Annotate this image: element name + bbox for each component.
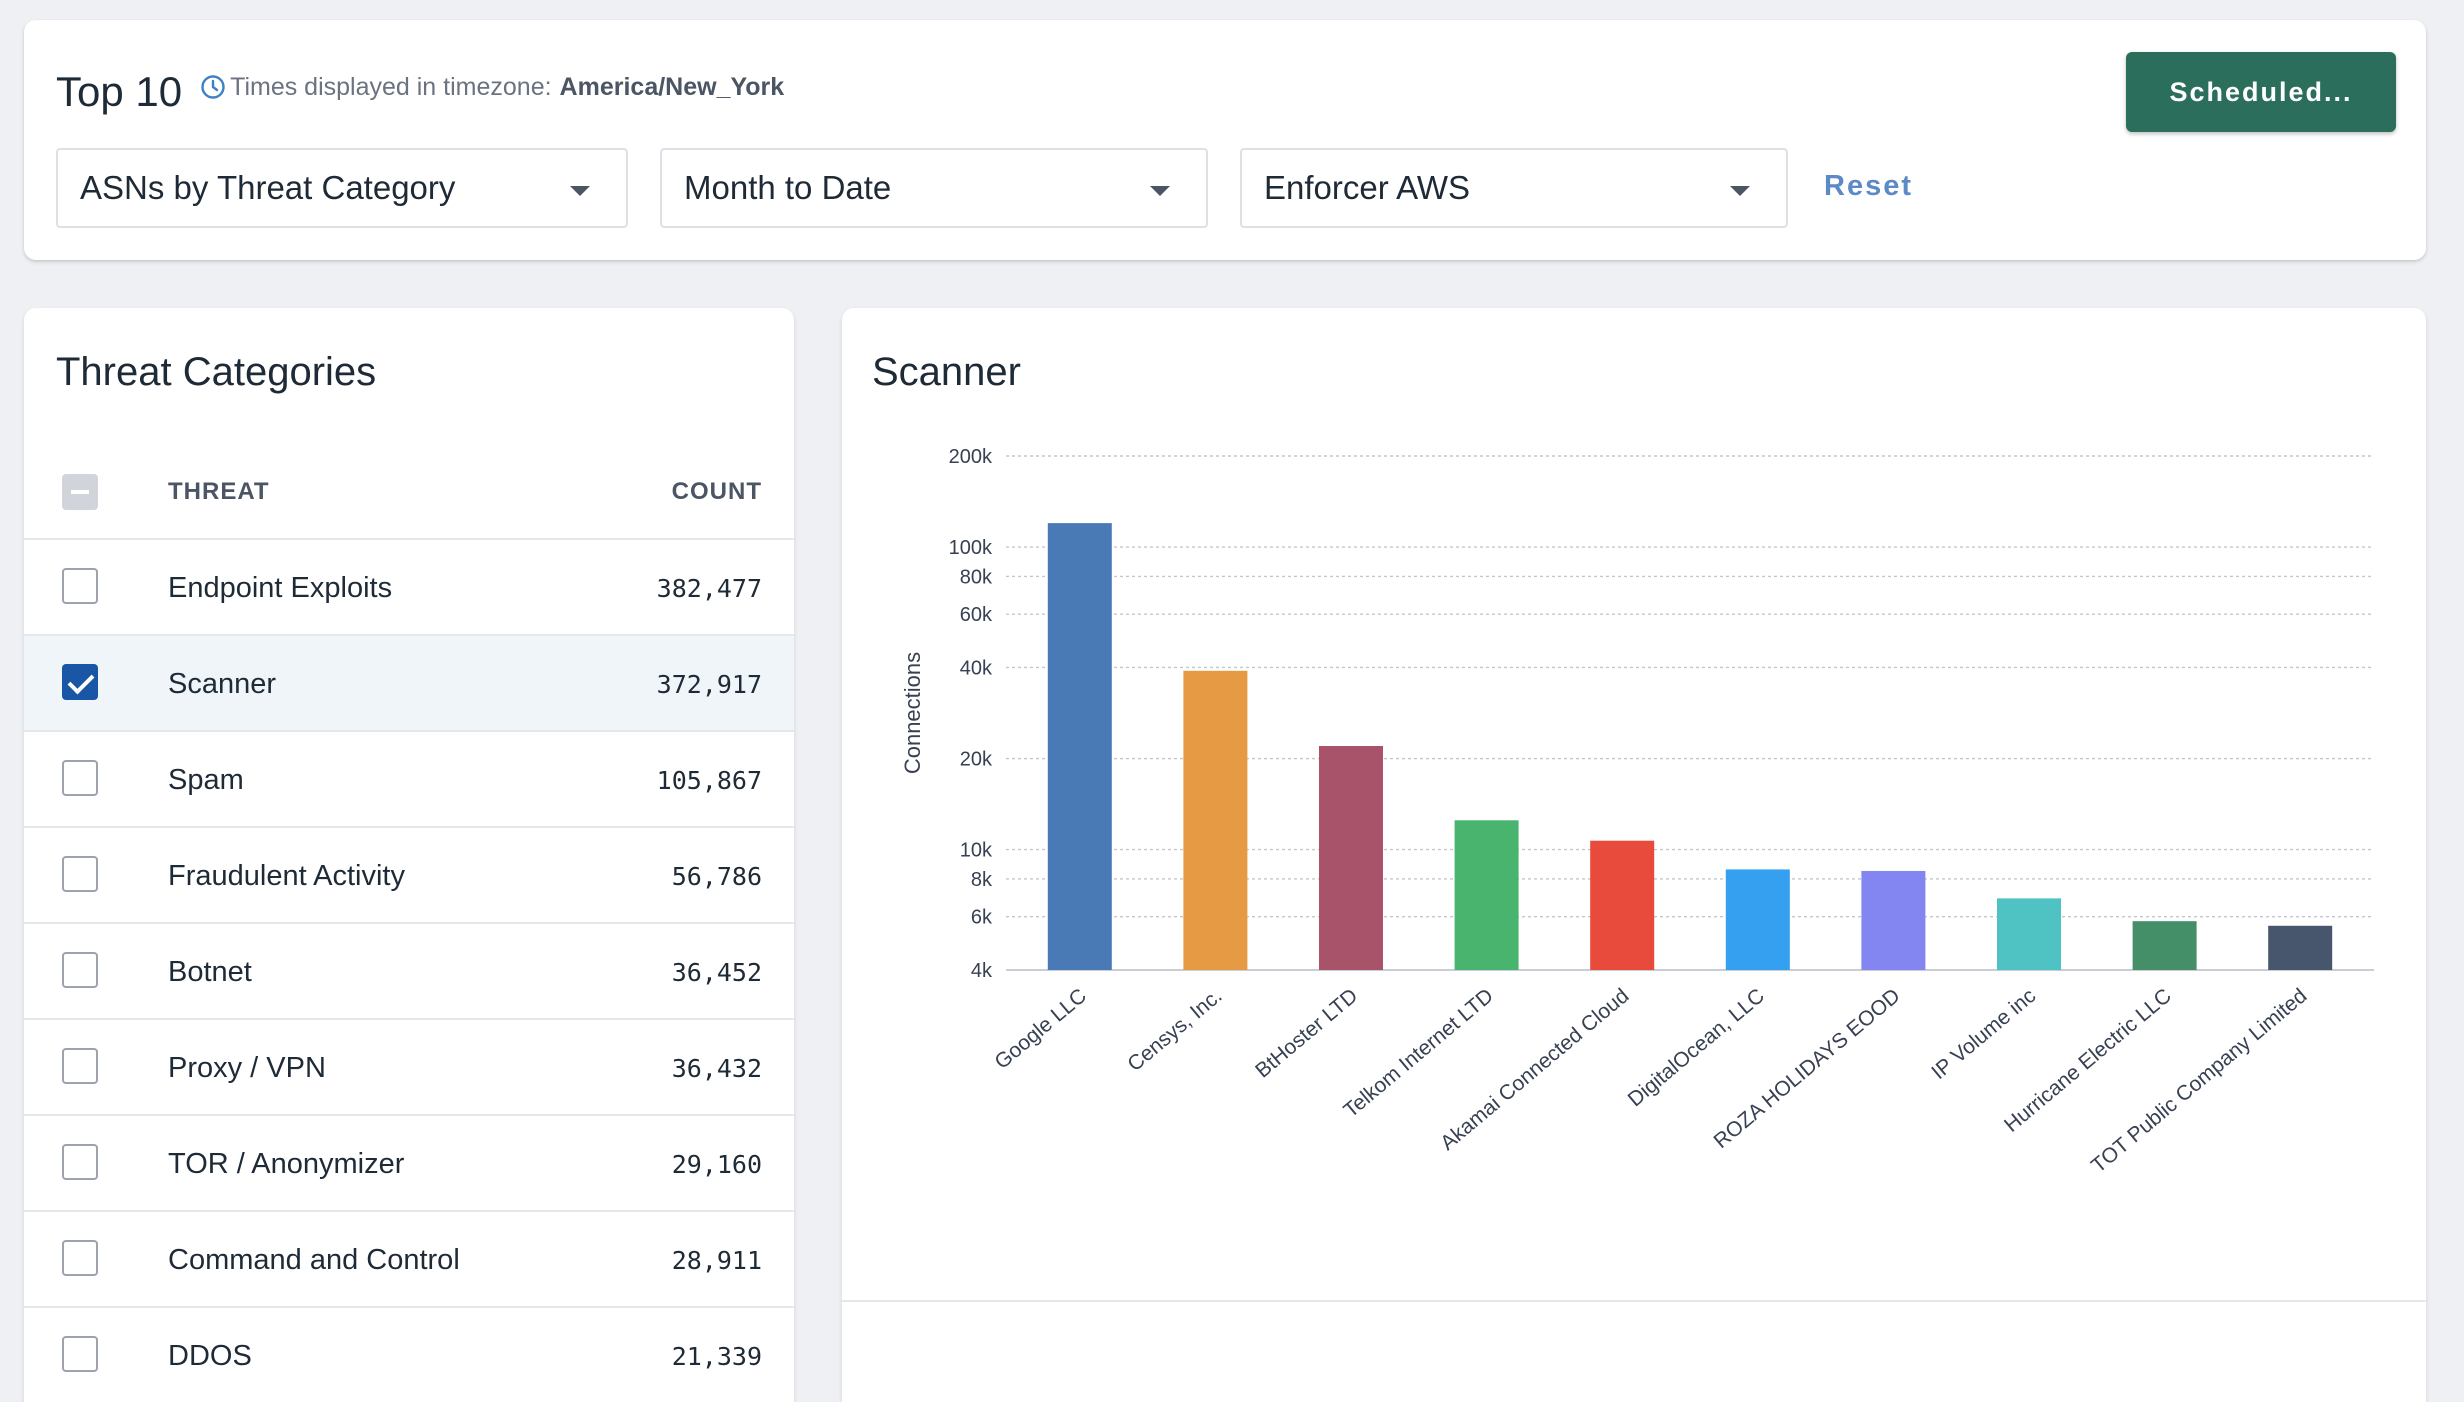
bar — [2132, 921, 2197, 970]
page-title: Top 10 — [56, 68, 183, 115]
y-tick-label: 4k — [971, 960, 993, 982]
bar — [2268, 925, 2333, 970]
report-type-select[interactable]: ASNs by Threat Category — [56, 148, 628, 228]
x-tick-label: Google LLC — [990, 984, 1091, 1074]
y-tick-label: 80k — [960, 566, 993, 588]
y-tick-label: 20k — [960, 749, 993, 771]
bar — [1183, 670, 1248, 970]
enforcer-select[interactable]: Enforcer AWS — [1240, 148, 1788, 228]
threat-count: 372,917 — [656, 670, 762, 699]
threat-name: Fraudulent Activity — [168, 860, 405, 892]
row-checkbox[interactable] — [62, 568, 98, 604]
enforcer-value: Enforcer AWS — [1264, 169, 1471, 206]
y-tick-label: 60k — [960, 604, 993, 626]
row-checkbox[interactable] — [62, 760, 98, 796]
threat-count: 56,786 — [671, 862, 762, 891]
chart-card: Scanner 200k 100k 80k 60k 40k 20k 10k 8k 6k 4k Con… — [842, 308, 2426, 1402]
x-tick-label: Censys, Inc. — [1123, 984, 1226, 1076]
title-row: Top 10 Times displayed in timezone: Amer… — [56, 68, 784, 116]
divider — [842, 1300, 2426, 1302]
y-tick-label: 6k — [971, 907, 993, 929]
table-header: THREAT COUNT — [24, 452, 794, 540]
y-axis-label: Connections — [900, 652, 925, 774]
x-tick-label: TOT Public Company Limited — [2087, 984, 2311, 1177]
threat-count: 36,432 — [671, 1054, 762, 1083]
caret-down-icon — [1150, 186, 1170, 196]
row-checkbox[interactable] — [62, 1336, 98, 1372]
threat-name: TOR / Anonymizer — [168, 1148, 405, 1180]
bar — [1590, 840, 1655, 970]
caret-down-icon — [570, 186, 590, 196]
timezone-value: America/New_York — [559, 72, 785, 101]
x-tick-label: IP Volume inc — [1927, 984, 2040, 1084]
threat-name: Scanner — [168, 668, 277, 700]
threat-name: Endpoint Exploits — [168, 572, 393, 604]
table-row[interactable]: Fraudulent Activity 56,786 — [24, 828, 794, 924]
row-checkbox[interactable] — [62, 952, 98, 988]
clock-icon — [201, 75, 225, 99]
table-row[interactable]: Command and Control 28,911 — [24, 1212, 794, 1308]
period-value: Month to Date — [684, 169, 892, 206]
bar — [1725, 869, 1790, 970]
row-checkbox[interactable] — [62, 856, 98, 892]
select-all-checkbox[interactable] — [62, 474, 98, 510]
table-row[interactable]: Botnet 36,452 — [24, 924, 794, 1020]
y-tick-label: 8k — [971, 869, 993, 891]
threat-count: 29,160 — [671, 1150, 762, 1179]
threat-name: DDOS — [168, 1340, 252, 1372]
table-row[interactable]: TOR / Anonymizer 29,160 — [24, 1116, 794, 1212]
y-tick-label: 40k — [960, 657, 993, 679]
threat-count: 21,339 — [671, 1342, 762, 1371]
threat-categories-card: Threat Categories THREAT COUNT Endpoint … — [24, 308, 794, 1402]
bar — [1047, 523, 1112, 970]
bar — [1861, 870, 1926, 970]
report-type-value: ASNs by Threat Category — [80, 169, 456, 206]
threat-count: 105,867 — [656, 766, 762, 795]
x-tick-label: DigitalOcean, LLC — [1624, 984, 1769, 1111]
threat-count: 382,477 — [656, 574, 762, 603]
table-row[interactable]: Spam 105,867 — [24, 732, 794, 828]
threat-name: Proxy / VPN — [168, 1052, 326, 1084]
threat-name: Command and Control — [168, 1244, 460, 1276]
bar — [1319, 746, 1383, 970]
table-row[interactable]: Endpoint Exploits 382,477 — [24, 540, 794, 636]
threat-count: 36,452 — [671, 958, 762, 987]
y-tick-label: 200k — [949, 446, 993, 468]
x-tick-label: BtHoster LTD — [1251, 984, 1362, 1082]
bar — [1454, 820, 1519, 970]
table-row[interactable]: DDOS 21,339 — [24, 1308, 794, 1402]
period-select[interactable]: Month to Date — [660, 148, 1208, 228]
chart-title: Scanner — [872, 350, 1021, 394]
timezone-note: Times displayed in timezone: America/New… — [200, 73, 784, 102]
y-tick-label: 10k — [960, 840, 993, 862]
timezone-prefix: Times displayed in timezone: — [230, 72, 552, 101]
reset-link[interactable]: Reset — [1824, 170, 1913, 202]
table-row[interactable]: Scanner 372,917 — [24, 636, 794, 732]
column-header-count[interactable]: COUNT — [671, 478, 762, 505]
threat-categories-title: Threat Categories — [56, 350, 377, 394]
scheduled-button[interactable]: Scheduled... — [2126, 52, 2396, 132]
row-checkbox[interactable] — [62, 1240, 98, 1276]
row-checkbox[interactable] — [62, 1144, 98, 1180]
y-tick-label: 100k — [949, 537, 993, 559]
report-controls-card: Top 10 Times displayed in timezone: Amer… — [24, 20, 2426, 260]
x-tick-label: Telkom Internet LTD — [1339, 984, 1497, 1122]
bar-chart: 200k 100k 80k 60k 40k 20k 10k 8k 6k 4k Connections… — [900, 446, 2374, 1178]
threat-name: Botnet — [168, 956, 252, 988]
caret-down-icon — [1730, 186, 1750, 196]
column-header-threat[interactable]: THREAT — [168, 478, 270, 505]
row-checkbox[interactable] — [62, 1048, 98, 1084]
bar — [1997, 898, 2061, 970]
table-row[interactable]: Proxy / VPN 36,432 — [24, 1020, 794, 1116]
threat-rows: Endpoint Exploits 382,477 Scanner 372,917 Sp… — [24, 540, 794, 1402]
threat-count: 28,911 — [671, 1246, 762, 1275]
row-checkbox[interactable] — [62, 664, 98, 700]
threat-name: Spam — [168, 764, 244, 796]
